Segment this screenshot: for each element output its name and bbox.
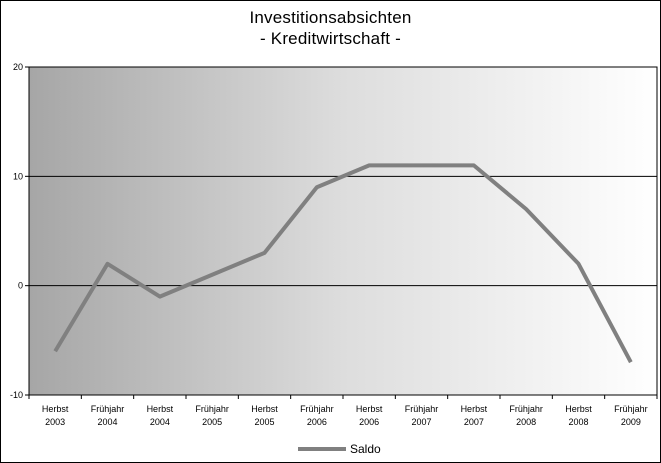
x-tick-label: Frühjahr 2009 (614, 404, 648, 427)
x-tick-label: Frühjahr 2007 (405, 404, 439, 427)
chart-title-line-1: Investitionsabsichten (249, 8, 412, 27)
y-tick-label: 10 (13, 171, 23, 181)
y-tick-label: 20 (13, 62, 23, 72)
x-axis-tick-labels: Herbst 2003 Frühjahr 2004 Herbst 2004 Frühjahr… (42, 404, 648, 427)
x-tick-label: Herbst 2008 (565, 404, 592, 427)
chart-title-line-2: - Kreditwirtschaft - (260, 29, 401, 48)
x-tick-label: Frühjahr 2004 (91, 404, 125, 427)
x-tick-label: Frühjahr 2006 (300, 404, 334, 427)
x-tick-label: Herbst 2003 (42, 404, 69, 427)
chart-title: Investitionsabsichten - Kreditwirtschaft… (0, 7, 661, 49)
y-axis-tick-labels: -10 0 10 20 (10, 62, 23, 400)
y-tick-label: 0 (18, 281, 23, 291)
y-tick-label: -10 (10, 390, 23, 400)
x-tick-label: Herbst 2005 (251, 404, 278, 427)
x-tick-label: Frühjahr 2005 (195, 404, 229, 427)
x-tick-label: Herbst 2007 (461, 404, 488, 427)
plot-area (28, 66, 658, 396)
series-lines (53, 163, 633, 364)
legend: Saldo (298, 440, 381, 458)
series-line-saldo (53, 163, 633, 364)
legend-swatch-saldo (298, 447, 346, 451)
x-tick-label: Herbst 2004 (147, 404, 174, 427)
legend-label-saldo: Saldo (350, 442, 381, 456)
x-tick-label: Herbst 2006 (356, 404, 383, 427)
x-tick-label: Frühjahr 2008 (509, 404, 543, 427)
